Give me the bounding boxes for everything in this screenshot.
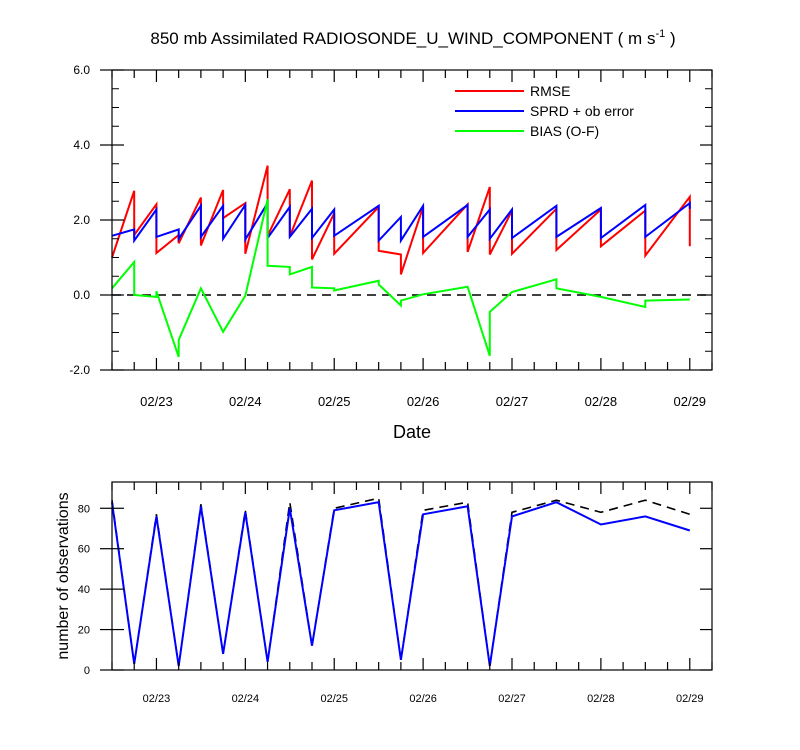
series-line-bias-o-f xyxy=(111,199,690,358)
x-tick-label: 02/27 xyxy=(496,394,529,409)
series-line-sprd-ob-error xyxy=(111,199,691,245)
x-tick-label: 02/25 xyxy=(318,394,351,409)
series-line-assimilated-observations xyxy=(111,501,691,667)
legend-label: RMSE xyxy=(530,83,570,99)
x-tick-label: 02/27 xyxy=(498,693,526,705)
bottom-y-tick-labels: 0 20 40 60 80 xyxy=(78,503,90,677)
top-panel: 02/23 02/24 02/25 02/26 02/27 02/28 02/29 -2.0… xyxy=(69,63,713,442)
y-tick-label: 40 xyxy=(78,584,90,596)
bottom-series-lines xyxy=(111,497,691,667)
x-tick-label: 02/26 xyxy=(407,394,440,409)
legend-label: BIAS (O-F) xyxy=(530,123,599,139)
bottom-plot-frame xyxy=(111,481,713,671)
y-tick-label: 0 xyxy=(84,665,90,677)
chart-title-main: 850 mb Assimilated RADIOSONDE_U_WIND_COM… xyxy=(150,29,655,48)
series-line-possible-observations xyxy=(111,497,691,667)
y-tick-label: 0.0 xyxy=(73,288,90,302)
bottom-panel: 02/23 02/24 02/25 02/26 02/27 02/28 02/29 0 20 4… xyxy=(55,481,713,705)
y-tick-label: 2.0 xyxy=(73,213,90,227)
top-y-tick-labels: -2.0 0.0 2.0 4.0 6.0 xyxy=(69,63,90,377)
chart-title-unit-superscript: -1 xyxy=(655,28,665,40)
bottom-x-tick-labels: 02/23 02/24 02/25 02/26 02/27 02/28 02/29 xyxy=(143,693,704,705)
top-x-axis-label: Date xyxy=(393,422,431,442)
x-tick-label: 02/23 xyxy=(143,693,171,705)
top-series-lines xyxy=(111,165,691,358)
chart-title: 850 mb Assimilated RADIOSONDE_U_WIND_COM… xyxy=(150,28,675,48)
y-tick-label: 6.0 xyxy=(73,63,90,77)
y-tick-label: 4.0 xyxy=(73,138,90,152)
x-tick-label: 02/26 xyxy=(409,693,437,705)
y-tick-label: 80 xyxy=(78,503,90,515)
x-tick-label: 02/29 xyxy=(674,394,707,409)
top-x-tick-labels: 02/23 02/24 02/25 02/26 02/27 02/28 02/29 xyxy=(140,394,706,409)
bottom-axis-ticks xyxy=(100,482,713,671)
chart-legend: RMSE SPRD + ob error BIAS (O-F) xyxy=(455,83,634,139)
y-tick-label: 20 xyxy=(78,625,90,637)
x-tick-label: 02/28 xyxy=(587,693,615,705)
x-tick-label: 02/24 xyxy=(232,693,260,705)
x-tick-label: 02/29 xyxy=(676,693,704,705)
x-tick-label: 02/25 xyxy=(320,693,348,705)
x-tick-label: 02/24 xyxy=(229,394,262,409)
x-tick-label: 02/23 xyxy=(140,394,173,409)
top-axis-ticks xyxy=(100,69,713,371)
legend-label: SPRD + ob error xyxy=(530,103,634,119)
bottom-y-axis-label: number of observations xyxy=(55,492,72,659)
y-tick-label: -2.0 xyxy=(69,363,90,377)
chart-title-suffix: ) xyxy=(665,29,675,48)
y-tick-label: 60 xyxy=(78,544,90,556)
x-tick-label: 02/28 xyxy=(585,394,618,409)
